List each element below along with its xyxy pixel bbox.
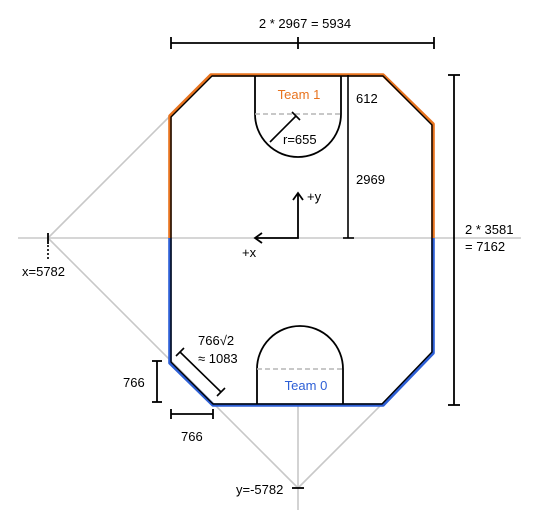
dimension-612-label: 612 [356,91,378,106]
axis-y-label: +y [307,189,322,204]
radius-line [269,115,297,143]
guide-focus-x-lower [47,237,299,489]
x-focus-label: x=5782 [22,264,65,279]
arena-outline-team1-inner [170,75,433,238]
axis-x-label: +x [242,245,257,260]
guide-focus-x-upper [47,115,171,239]
arena-outline-team0 [168,238,435,407]
diagonal-dimension [175,347,226,397]
height-label-line1: 2 * 3581 [465,222,513,237]
height-dimension [448,74,460,406]
dimension-2969 [343,114,354,239]
diagonal-label-line2: ≈ 1083 [198,351,238,366]
team1-goal-area [254,76,342,158]
y-focus-label: y=-5782 [236,482,283,497]
coordinate-axes [253,191,304,244]
team1-label: Team 1 [278,87,321,102]
width-label: 2 * 2967 = 5934 [259,16,351,31]
guide-lines [18,115,521,510]
corner-vertical-label: 766 [123,375,145,390]
radius-tick [291,111,301,121]
corner-horizontal-dimension [170,409,214,419]
width-dimension [170,37,435,49]
height-label-line2: = 7162 [465,239,505,254]
diagonal-label-line1: 766√2 [198,333,234,348]
radius-label: r=655 [283,132,317,147]
arena-outline-team0-inner [170,238,433,405]
team0-label: Team 0 [285,378,328,393]
corner-horizontal-label: 766 [181,429,203,444]
arena-outline-team1 [168,73,435,238]
team0-goal-area [256,325,344,404]
dimension-2969-label: 2969 [356,172,385,187]
corner-vertical-dimension [152,360,162,403]
